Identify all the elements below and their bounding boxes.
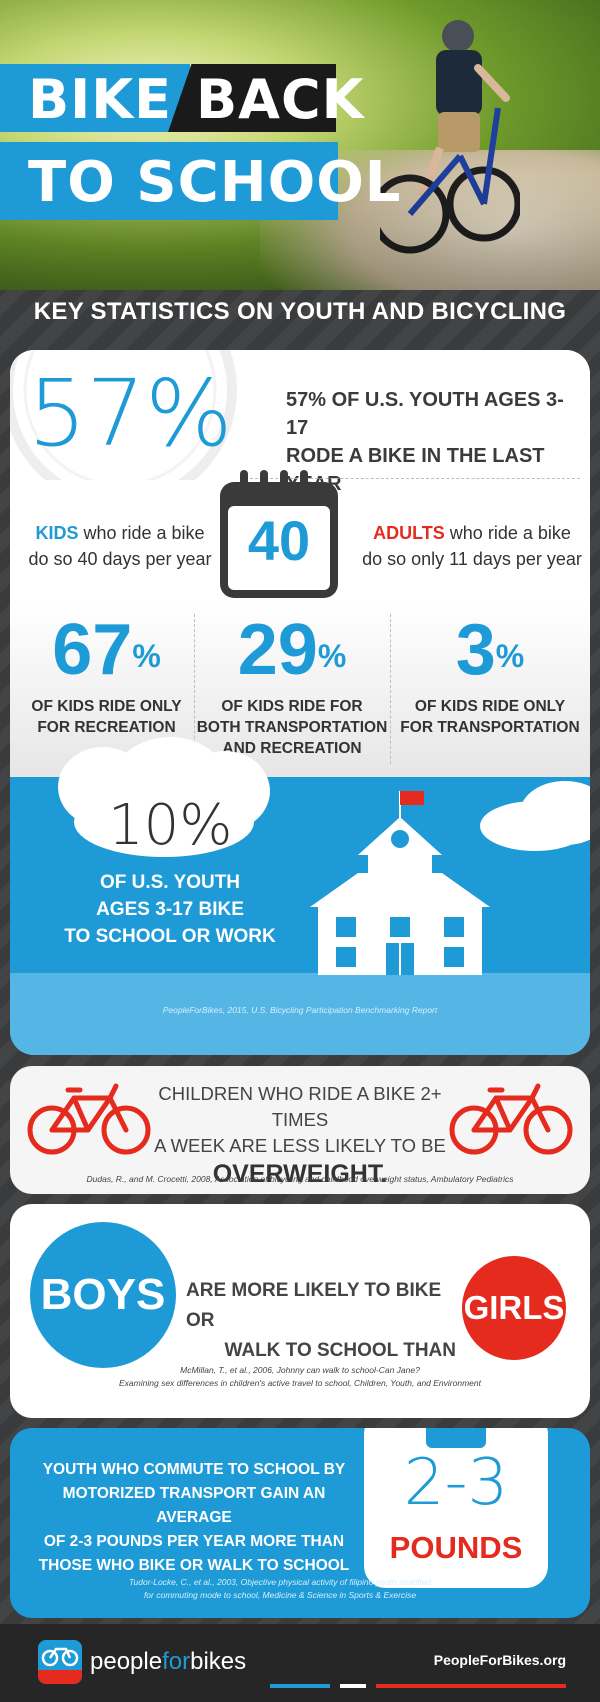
purpose-transportation-label: OF KIDS RIDE ONLY FOR TRANSPORTATION [400,698,580,736]
cloud-shape [74,787,254,857]
gender-citation: McMillan, T., et al., 2006, Johnny can w… [119,1365,481,1388]
hero-photo: BIKE BACK TO SCHOOL [0,0,600,290]
gender-card: BOYS ARE MORE LIKELY TO BIKE OR WALK TO … [10,1204,590,1418]
scale-icon: 2-3 POUNDS [364,1428,548,1588]
cloud-shape [480,801,590,851]
gender-text: ARE MORE LIKELY TO BIKE OR WALK TO SCHOO… [186,1276,456,1366]
gender-line2: WALK TO SCHOOL THAN [224,1340,456,1361]
key-stats-card: 57% 57% OF U.S. YOUTH AGES 3-17 RODE A B… [10,350,590,1055]
girls-badge: GIRLS [462,1256,566,1360]
school-stat-section: 10% OF U.S. YOUTH AGES 3-17 BIKE TO SCHOOL… [10,737,590,1055]
school-stat-value: 10% [108,793,233,858]
footer-stripe-white [340,1684,366,1688]
stat-57-line1: 57% OF U.S. YOUTH AGES 3-17 [286,389,564,439]
peopleforbikes-logo-icon [38,1640,82,1684]
weight-gain-card: YOUTH WHO COMMUTE TO SCHOOL BY MOTORIZED … [10,1428,590,1618]
purpose-transportation-value: 3% [455,610,525,690]
adults-line2: do so only 11 days per year [362,549,582,569]
child-rider-illustration [380,20,520,254]
footer: peopleforbikes PeopleForBikes.org [0,1624,600,1702]
overweight-card: CHILDREN WHO RIDE A BIKE 2+ TIMES A WEEK… [10,1066,590,1194]
overweight-text: CHILDREN WHO RIDE A BIKE 2+ TIMES A WEEK… [140,1081,460,1189]
overweight-emphasis: OVERWEIGHT. [212,1160,388,1188]
bicycle-icon [449,1083,573,1155]
purpose-both-label: OF KIDS RIDE FOR BOTH TRANSPORTATION AND R… [196,698,388,757]
adults-keyword: ADULTS [373,523,445,543]
stat-57-value: 57% [28,360,233,467]
kids-line1: who ride a bike [78,523,205,543]
purpose-transportation: 3% OF KIDS RIDE ONLY FOR TRANSPORTATION [390,602,590,738]
kids-keyword: KIDS [35,523,79,543]
weight-gain-text: YOUTH WHO COMMUTE TO SCHOOL BY MOTORIZED … [38,1461,350,1574]
title-line-to-school: TO SCHOOL [28,150,402,215]
scale-dial-icon [426,1428,486,1448]
boys-badge: BOYS [30,1222,176,1368]
title-banner-line2 [0,142,338,220]
school-stat-label: OF U.S. YOUTH AGES 3-17 BIKE TO SCHOOL OR … [64,872,276,947]
weight-gain-unit: POUNDS [389,1530,523,1565]
purpose-both-value: 29% [237,610,347,690]
bicycle-icon [27,1083,151,1155]
ground-band [10,973,590,1055]
adults-line1: who ride a bike [444,523,571,543]
title-word-bike: BIKE [28,68,172,131]
divider-vertical [390,614,391,764]
schoolhouse-icon [310,791,490,975]
page-subtitle: KEY STATISTICS ON YOUTH AND BICYCLING [33,298,567,325]
purpose-recreation-value: 67% [52,610,161,690]
gender-line1: ARE MORE LIKELY TO BIKE OR [186,1280,442,1331]
calendar-page [228,506,330,590]
logo-bike-icon [41,1647,79,1667]
purpose-recreation-label: OF KIDS RIDE ONLY FOR RECREATION [31,698,182,736]
divider-vertical [194,614,195,764]
purpose-recreation: 67% OF KIDS RIDE ONLY FOR RECREATION [10,602,203,738]
overweight-line2: A WEEK ARE LESS LIKELY TO BE [154,1135,446,1156]
calendar-rings-icon [240,470,308,494]
title-banner-black [168,64,336,132]
kids-line2: do so 40 days per year [28,549,212,569]
school-stat-citation: PeopleForBikes, 2015, U.S. Bicycling Par… [162,1005,438,1015]
weight-gain-value: 2-3 [403,1446,509,1520]
title-banner-blue [0,64,190,132]
divider-dotted [250,478,580,479]
calendar-icon: 40 [220,470,338,598]
adults-days-text: ADULTS who ride a bike do so only 11 day… [362,520,582,572]
wheel-watermark-icon [10,350,237,480]
footer-url-link[interactable]: PeopleForBikes.org [433,1652,566,1668]
weight-gain-citation: Tudor-Locke, C., et al., 2003, Objective… [128,1577,432,1600]
logo-red-band [38,1670,82,1684]
overweight-line1: CHILDREN WHO RIDE A BIKE 2+ TIMES [158,1083,442,1130]
footer-stripe-blue [270,1684,330,1688]
stat-57-section: 57% 57% OF U.S. YOUTH AGES 3-17 RODE A B… [10,350,590,602]
overweight-citation: Dudas, R., and M. Crocetti, 2008, Associ… [86,1174,514,1184]
brand-name: peopleforbikes [90,1648,247,1675]
title-word-back: BACK [196,68,365,131]
kids-days-text: KIDS who ride a bike do so 40 days per y… [20,520,220,572]
purpose-both: 29% OF KIDS RIDE FOR BOTH TRANSPORTATION A… [194,602,390,759]
footer-stripe-red [376,1684,566,1688]
calendar-value: 40 [247,509,311,572]
